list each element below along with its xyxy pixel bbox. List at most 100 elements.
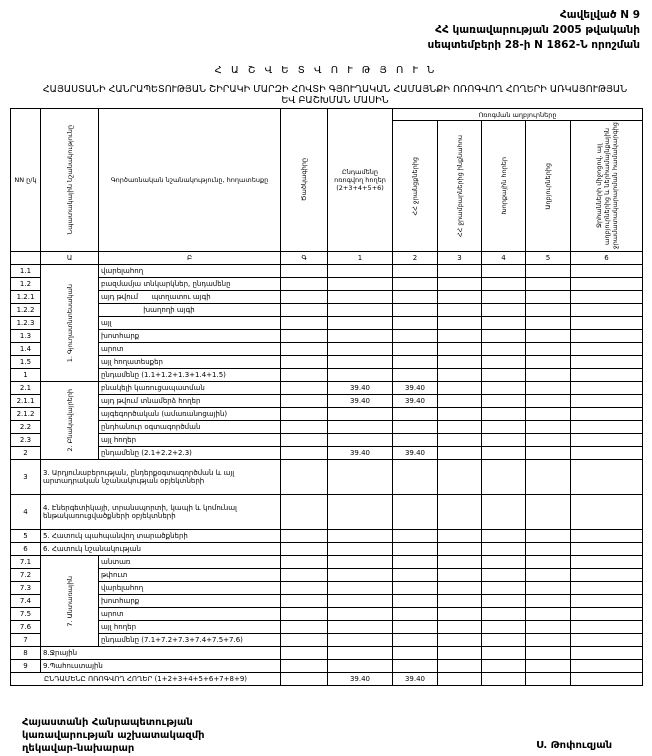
row-number: 7.3 (10, 581, 41, 595)
src2-cell: 39.40 (392, 394, 438, 408)
empty-cell (525, 433, 571, 447)
col-number (10, 251, 41, 265)
table-row: 1.2.2 խաղողի այգի (10, 303, 643, 317)
empty-cell (525, 316, 571, 330)
empty-cell (481, 264, 526, 278)
empty-cell (570, 329, 643, 343)
table-row: 1.3 խոտհարք (10, 329, 643, 343)
empty-cell (437, 607, 482, 621)
row-number: 2.1.1 (10, 394, 41, 408)
empty-cell (570, 342, 643, 356)
empty-cell (392, 494, 438, 530)
row-number: 8 (10, 646, 41, 660)
grand-total-label: ԸՆԴԱՄԵՆԸ ՈՌՈԳՎՈՂ ՀՈՂԵՐ (1+2+3+4+5+6+7+8+… (10, 672, 281, 686)
src2-cell (392, 290, 438, 304)
row-number: 2 (10, 446, 41, 460)
row-label: բազմամյա տնկարկներ, ընդամենը (98, 277, 281, 291)
row-label: 5. Հատուկ պահպանվող տարածքների (40, 529, 281, 543)
row-label: 9.Պահուստային (40, 659, 281, 673)
src2-cell (392, 316, 438, 330)
src2-cell: 39.40 (392, 446, 438, 460)
row-label: 4. Էներգետիկայի, տրանսպորտի, կապի և կոմո… (40, 494, 281, 530)
empty-cell (481, 568, 526, 582)
annex-decree-date: սեպտեմբերի 28-ի N 1862-Ն որոշման (427, 39, 640, 51)
empty-cell (481, 355, 526, 369)
total-cell: 39.40 (327, 446, 393, 460)
total-cell (327, 329, 393, 343)
empty-cell (437, 433, 482, 447)
header-purpose: Նպատակային նշանակությունը (40, 108, 99, 252)
empty-cell (437, 568, 482, 582)
empty-cell (570, 459, 643, 495)
row-label: այդ թվում պտղատու այգի (98, 290, 281, 304)
empty-cell (437, 529, 482, 543)
row-label: այլ (98, 316, 281, 330)
row-number: 5 (10, 529, 41, 543)
empty-cell (481, 433, 526, 447)
total-cell (327, 342, 393, 356)
empty-cell (570, 355, 643, 369)
row-label: 3. Արդյունաբերության, ընդերքօգտագործման … (40, 459, 281, 495)
code-cell (280, 581, 328, 595)
annex-decree-line: ՀՀ կառավարության 2005 թվականի (435, 24, 640, 36)
code-cell (280, 620, 328, 634)
empty-cell (437, 316, 482, 330)
empty-cell (327, 542, 393, 556)
empty-cell (570, 568, 643, 582)
empty-cell (437, 581, 482, 595)
code-cell (280, 407, 328, 421)
table-row: 9 9.Պահուստային (10, 659, 643, 673)
table-row: 7.4 խոտհարք (10, 594, 643, 608)
annex-note: Հավելված N 9 ՀՀ կառավարության 2005 թվակա… (427, 8, 640, 53)
empty-cell (392, 646, 438, 660)
empty-cell (570, 620, 643, 634)
col-number: Գ (280, 251, 328, 265)
empty-cell (525, 633, 571, 647)
footer-line: ղեկավար-նախարար (22, 743, 135, 754)
code-cell (280, 316, 328, 330)
empty-cell (481, 446, 526, 460)
code-cell (280, 329, 328, 343)
table-row: 3 3. Արդյունաբերության, ընդերքօգտագործման… (10, 459, 643, 495)
total-cell (327, 568, 393, 582)
total-cell: 39.40 (327, 672, 393, 686)
empty-cell (437, 555, 482, 569)
empty-cell (481, 581, 526, 595)
empty-cell (481, 420, 526, 434)
group-label: 2. Բնակավայրերի (40, 381, 99, 460)
empty-cell (570, 633, 643, 647)
code-cell (280, 277, 328, 291)
table-row: 7.6 այլ հողեր (10, 620, 643, 634)
empty-cell (525, 446, 571, 460)
empty-cell (327, 659, 393, 673)
empty-cell (570, 646, 643, 660)
empty-cell (280, 529, 328, 543)
row-number: 1.2.3 (10, 316, 41, 330)
empty-cell (481, 646, 526, 660)
header-nn: NN ը/կ (10, 108, 41, 252)
header-function: Գործառնական նշանակությունը, հողատեսքը (98, 108, 281, 252)
table-row: 1.1 1. Գյուղատնտեսական վարելահող (10, 264, 643, 382)
code-cell (280, 568, 328, 582)
header-src5: Աղբյուրներից (525, 120, 571, 252)
total-cell: 39.40 (327, 381, 393, 395)
row-label: վարելահող (98, 581, 281, 595)
empty-cell (481, 277, 526, 291)
src2-cell (392, 607, 438, 621)
col-number: 2 (392, 251, 438, 265)
src2-cell (392, 277, 438, 291)
empty-cell (525, 494, 571, 530)
empty-cell (570, 394, 643, 408)
row-number: 7.2 (10, 568, 41, 582)
row-number: 2.1 (10, 381, 41, 395)
table-row: 7 ընդամենը (7.1+7.2+7.3+7.4+7.5+7.6) (10, 633, 643, 647)
row-label: արոտ (98, 342, 281, 356)
group-label: 7. Անտառային (40, 555, 99, 647)
code-cell (280, 355, 328, 369)
total-cell (327, 355, 393, 369)
code-cell (280, 264, 328, 278)
row-label: այլ հողեր (98, 433, 281, 447)
table-row: 8 8.Ջրային (10, 646, 643, 660)
table-row: 2.2 ընդհանուր օգտագործման (10, 420, 643, 434)
table-row: 2.1 2. Բնակավայրերի բնակելի կառուցապատման 3… (10, 381, 643, 460)
